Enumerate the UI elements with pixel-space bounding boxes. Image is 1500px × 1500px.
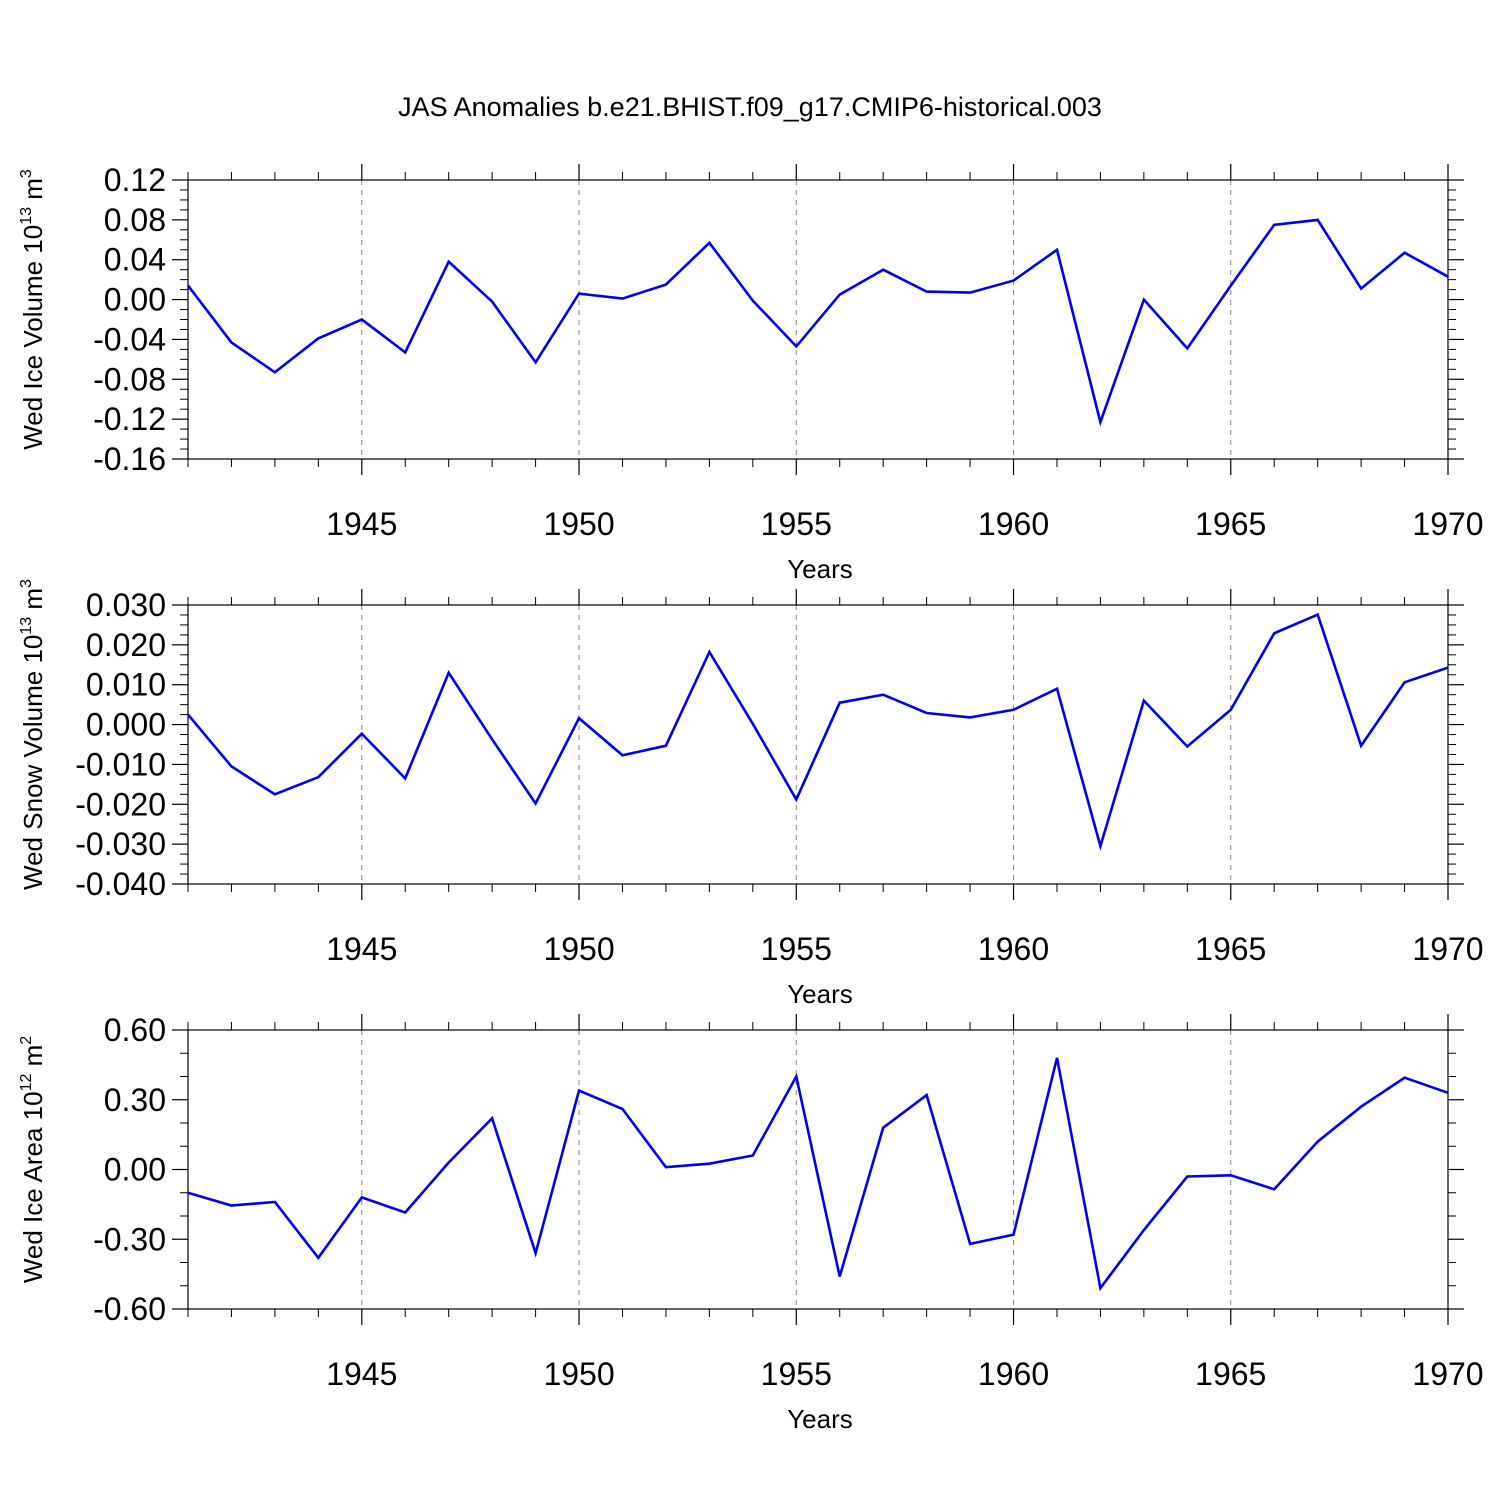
y-axis-label: Wed Ice Area 1012 m2 bbox=[18, 1036, 48, 1283]
panel-3: 0.60 0.30 0.00 -0.30 -0.60 1945 1950 1955 1960 19… bbox=[18, 1012, 1484, 1434]
chart-title: JAS Anomalies b.e21.BHIST.f09_g17.CMIP6-… bbox=[398, 92, 1102, 122]
x-tick-label: 1960 bbox=[978, 931, 1049, 967]
x-tick-label: 1965 bbox=[1195, 931, 1266, 967]
x-tick-label: 1960 bbox=[978, 506, 1049, 542]
y-tick-label: 0.030 bbox=[86, 587, 166, 623]
x-tick-label: 1950 bbox=[543, 1356, 614, 1392]
y-tick-label: 0.00 bbox=[104, 282, 166, 318]
y-tick-label: 0.60 bbox=[104, 1012, 166, 1048]
x-tick-label: 1955 bbox=[761, 506, 832, 542]
x-tick-label: 1955 bbox=[761, 1356, 832, 1392]
y-tick-label: -0.040 bbox=[75, 866, 166, 902]
y-tick-label: -0.60 bbox=[93, 1291, 166, 1327]
plot-frame bbox=[187, 1029, 1449, 1310]
series-line bbox=[187, 612, 1449, 851]
y-tick-label: -0.010 bbox=[75, 746, 166, 782]
series-line bbox=[187, 1057, 1449, 1292]
x-axis-label: Years bbox=[787, 979, 853, 1009]
y-tick-label: 0.00 bbox=[104, 1152, 166, 1188]
x-tick-label: 1960 bbox=[978, 1356, 1049, 1392]
x-tick-label: 1950 bbox=[543, 506, 614, 542]
y-tick-label: -0.30 bbox=[93, 1221, 166, 1257]
y-axis-label: Wed Snow Volume 1013 m3 bbox=[18, 579, 48, 890]
panel-2: 0.030 0.020 0.010 0.000-0.010 -0.020 -0.030 -0… bbox=[18, 579, 1484, 1009]
x-tick-label: 1955 bbox=[761, 931, 832, 967]
x-axis-label: Years bbox=[787, 554, 853, 584]
x-tick-label: 1945 bbox=[326, 1356, 397, 1392]
y-tick-label: 0.04 bbox=[104, 242, 166, 278]
y-tick-label: -0.12 bbox=[93, 401, 166, 437]
y-tick-label: -0.08 bbox=[93, 361, 166, 397]
plot-frame bbox=[187, 604, 1449, 885]
series-line bbox=[186, 218, 1449, 427]
y-tick-label: -0.030 bbox=[75, 826, 166, 862]
y-tick-label: 0.020 bbox=[86, 627, 166, 663]
x-tick-label: 1945 bbox=[326, 506, 397, 542]
x-tick-label: 1945 bbox=[326, 931, 397, 967]
y-tick-label: 0.000 bbox=[86, 707, 166, 743]
x-tick-label: 1965 bbox=[1195, 1356, 1266, 1392]
y-tick-label: 0.08 bbox=[104, 202, 166, 238]
y-axis-label: Wed Ice Volume 1013 m3 bbox=[18, 169, 48, 450]
y-tick-label: -0.020 bbox=[75, 786, 166, 822]
panel-1: 0.12 0.08 0.04 0.00-0.04 -0.08 -0.12 -0.16 1945… bbox=[18, 162, 1484, 584]
y-tick-label: 0.12 bbox=[104, 162, 166, 198]
x-axis-label: Years bbox=[787, 1404, 853, 1434]
x-tick-label: 1970 bbox=[1412, 1356, 1483, 1392]
x-tick-label: 1970 bbox=[1412, 506, 1483, 542]
y-tick-label: -0.04 bbox=[93, 321, 166, 357]
y-tick-label: -0.16 bbox=[93, 441, 166, 477]
x-tick-label: 1970 bbox=[1412, 931, 1483, 967]
y-tick-label: 0.30 bbox=[104, 1082, 166, 1118]
y-tick-label: 0.010 bbox=[86, 667, 166, 703]
x-tick-label: 1950 bbox=[543, 931, 614, 967]
x-tick-label: 1965 bbox=[1195, 506, 1266, 542]
